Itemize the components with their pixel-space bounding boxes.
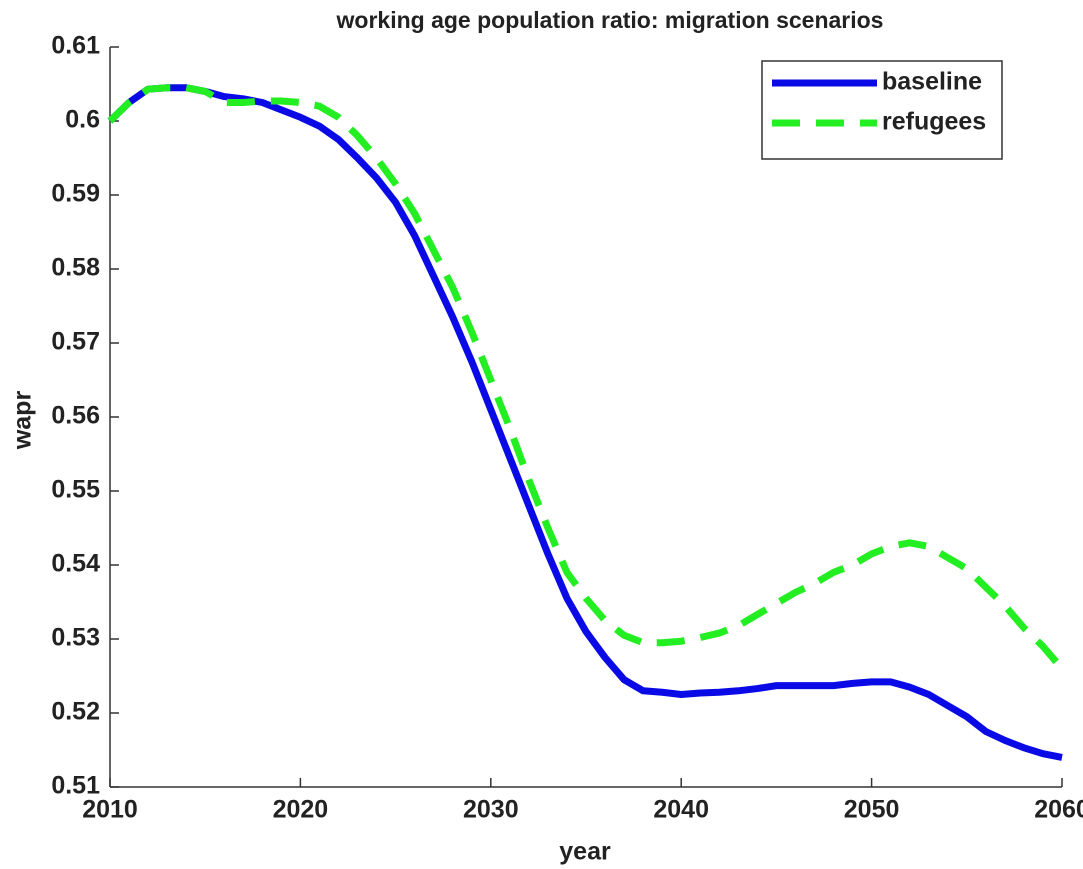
y-tick-label: 0.61 — [51, 32, 100, 60]
legend-label: baseline — [882, 68, 982, 96]
legend-label: refugees — [882, 108, 986, 136]
y-tick-label: 0.59 — [51, 180, 100, 208]
y-tick-label: 0.55 — [51, 476, 100, 504]
y-tick-label: 0.58 — [51, 254, 100, 282]
line-series — [107, 84, 1065, 671]
x-tick-label: 2040 — [653, 796, 709, 824]
x-axis-label: year — [559, 838, 611, 866]
x-tick-label: 2030 — [463, 796, 519, 824]
legend-box — [761, 60, 1003, 160]
line-series — [107, 84, 1063, 761]
y-tick-label: 0.6 — [65, 106, 100, 134]
y-tick-label: 0.51 — [51, 772, 100, 800]
x-tick-label: 2010 — [82, 796, 138, 824]
chart-title: working age population ratio: migration … — [336, 7, 884, 33]
x-tick-label: 2060 — [1034, 796, 1083, 824]
x-tick-label: 2020 — [273, 796, 329, 824]
y-tick-label: 0.57 — [51, 328, 100, 356]
y-tick-label: 0.52 — [51, 698, 100, 726]
x-tick-label: 2050 — [844, 796, 900, 824]
y-tick-label: 0.54 — [51, 550, 100, 578]
y-axis-label: wapr — [9, 391, 37, 451]
y-tick-label: 0.53 — [51, 624, 100, 652]
y-tick-label: 0.56 — [51, 402, 100, 430]
